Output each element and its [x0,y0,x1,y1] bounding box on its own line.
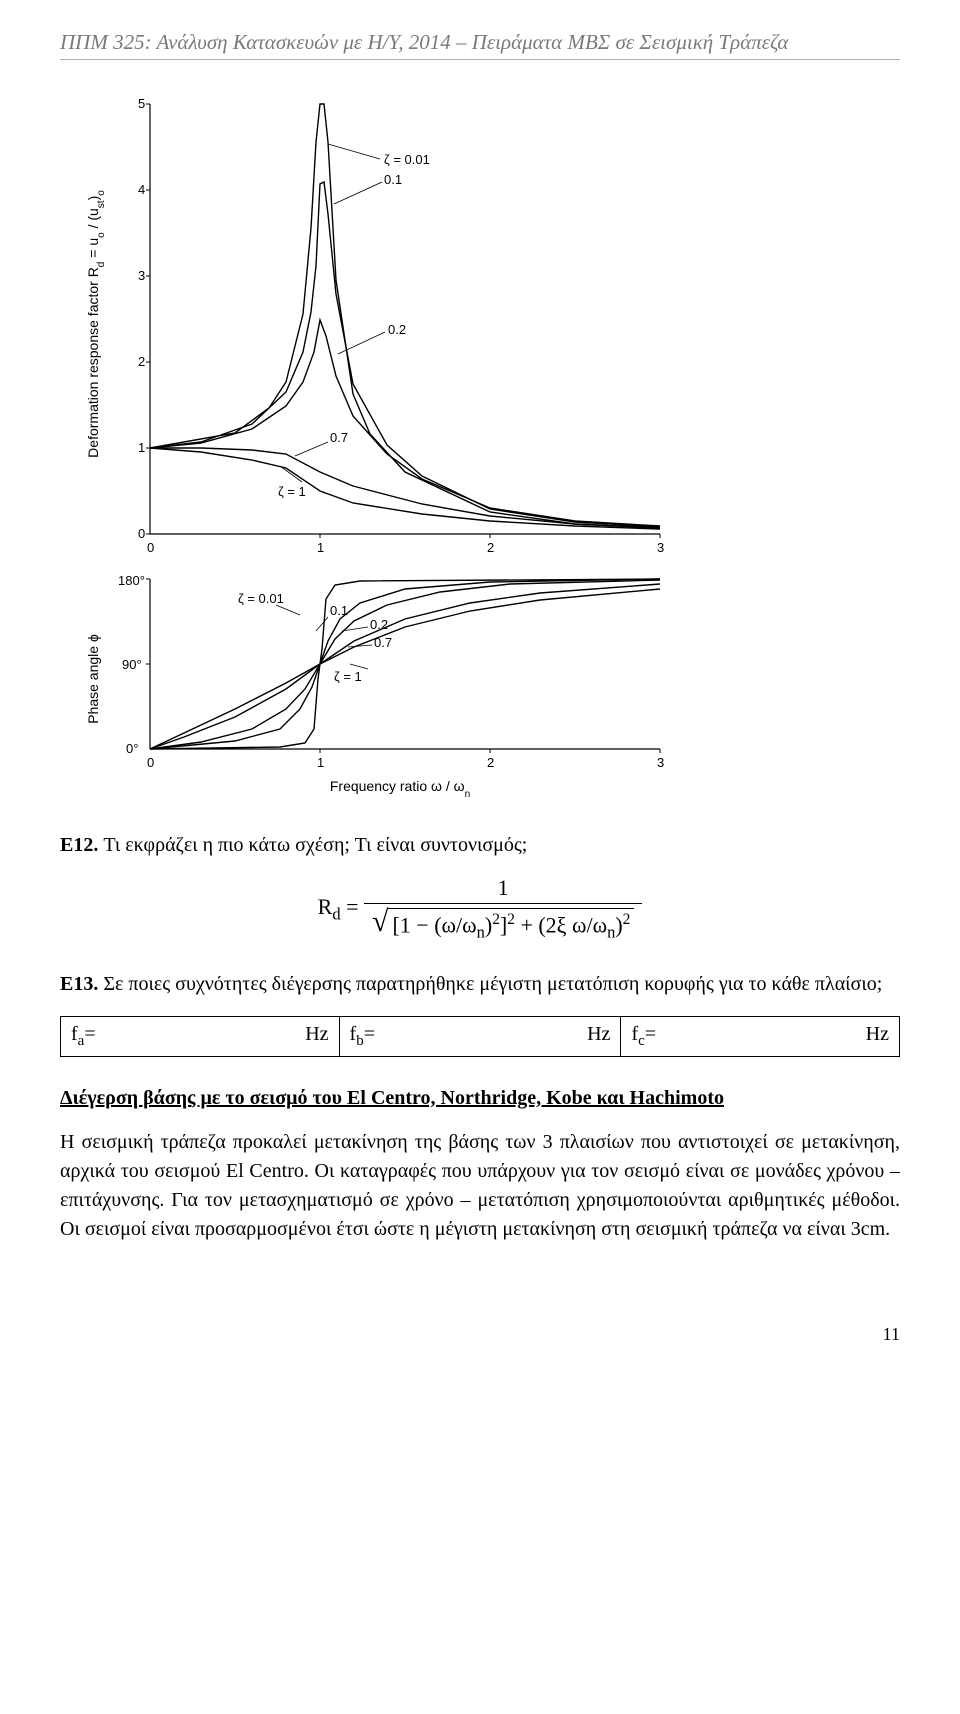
equation-rd: Rd = 1 √ [1 − (ω/ωn)2]2 + (2ξ ω/ωn)2 [60,875,900,943]
svg-text:2: 2 [138,354,145,369]
svg-text:0: 0 [138,526,145,541]
phase-angle-chart: Phase angle ϕ 0° 90° 180° 0 1 2 3 [80,569,680,799]
phase-zeta-0.1 [150,579,660,749]
svg-text:2: 2 [487,540,494,555]
section-title: Διέγερση βάσης με το σεισμό του El Centr… [60,1087,900,1110]
page-header: ΠΠΜ 325: Ανάλυση Κατασκευών με Η/Υ, 2014… [60,30,900,60]
freq-cell-b: fb= Hz [339,1016,621,1056]
svg-text:0: 0 [147,755,154,770]
page-number: 11 [60,1324,900,1345]
label-zeta-0.2: 0.2 [388,322,406,337]
phase-zeta-0.7 [150,584,660,749]
svg-text:1: 1 [317,755,324,770]
svg-text:Frequency ratio ω / ωn: Frequency ratio ω / ωn [330,778,470,799]
deformation-response-chart: Deformation response factor Rd = uo / (u… [80,84,680,564]
phase-zeta-0.01 [150,579,660,749]
svg-text:5: 5 [138,96,145,111]
chart2-xlabel: Frequency ratio ω / ω [330,778,465,794]
question-e13: Ε13. Σε ποιες συχνότητες διέγερσης παρατ… [60,973,900,996]
svg-text:1: 1 [317,540,324,555]
chart2-ylabel: Phase angle ϕ [85,634,101,724]
freq-cell-c: fc= Hz [621,1016,900,1056]
curve-zeta-0.7 [150,448,660,528]
label-zeta-0.01: ζ = 0.01 [384,152,430,167]
response-charts: Deformation response factor Rd = uo / (u… [60,84,900,804]
p-label-zeta-0.1: 0.1 [330,603,348,618]
svg-text:3: 3 [657,540,664,555]
body-paragraph: Η σεισμική τράπεζα προκαλεί μετακίνηση τ… [60,1128,900,1244]
curve-zeta-0.2 [150,320,660,526]
ytick-0: 0° [126,741,138,756]
frequency-table: fa= Hz fb= Hz fc= Hz [60,1016,900,1057]
label-zeta-0.7: 0.7 [330,430,348,445]
p-label-zeta-0.01: ζ = 0.01 [238,591,284,606]
p-label-zeta-0.7: 0.7 [374,635,392,650]
chart1-ylabel: Deformation response factor R [85,267,101,458]
svg-text:4: 4 [138,182,145,197]
svg-text:1: 1 [138,440,145,455]
phase-zeta-1 [150,589,660,749]
question-e12: Ε12. Τι εκφράζει η πιο κάτω σχέση; Τι εί… [60,834,900,857]
curve-zeta-0.1 [150,182,660,527]
p-label-zeta-0.2: 0.2 [370,617,388,632]
label-zeta-0.1: 0.1 [384,172,402,187]
label-zeta-1: ζ = 1 [278,484,306,499]
phase-zeta-0.2 [150,580,660,749]
svg-text:3: 3 [657,755,664,770]
svg-text:3: 3 [138,268,145,283]
svg-text:Deformation response factor Rd: Deformation response factor Rd = uo / (u… [85,190,107,458]
curve-zeta-0.01 [150,104,660,528]
ytick-180: 180° [118,573,145,588]
ytick-90: 90° [122,657,142,672]
svg-text:0: 0 [147,540,154,555]
freq-cell-a: fa= Hz [61,1016,340,1056]
svg-text:2: 2 [487,755,494,770]
p-label-zeta-1: ζ = 1 [334,669,362,684]
